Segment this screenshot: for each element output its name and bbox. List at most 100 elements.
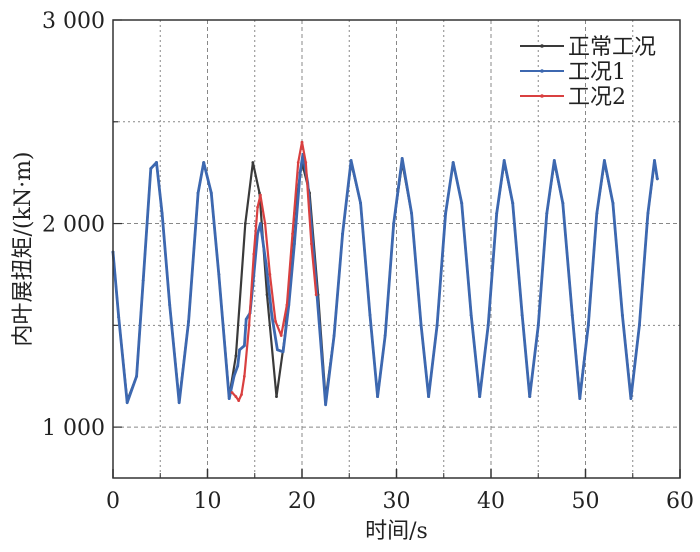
- data-point: [202, 161, 206, 164]
- data-point: [141, 279, 145, 282]
- data-point: [314, 293, 318, 297]
- data-point: [270, 313, 274, 317]
- data-point: [256, 232, 259, 236]
- data-point: [168, 303, 172, 307]
- legend-label: 工况2: [568, 85, 626, 110]
- y-tick-label: 1 000: [42, 416, 105, 441]
- data-point: [341, 232, 345, 236]
- data-point: [160, 211, 164, 215]
- legend-marker: [540, 69, 544, 73]
- data-point: [276, 348, 279, 352]
- legend-label: 正常工况: [568, 35, 656, 60]
- data-point: [264, 262, 268, 266]
- data-point: [265, 293, 269, 297]
- data-point: [349, 159, 353, 162]
- data-point: [578, 397, 582, 401]
- data-point: [237, 399, 241, 403]
- data-point: [279, 334, 283, 337]
- data-point: [243, 222, 247, 225]
- data-point: [281, 350, 285, 354]
- x-tick-label: 30: [383, 489, 411, 514]
- data-point: [252, 252, 256, 256]
- data-point: [149, 167, 153, 170]
- data-point: [620, 313, 624, 317]
- data-point: [244, 317, 248, 321]
- data-point: [332, 334, 336, 337]
- data-point: [251, 161, 255, 164]
- data-point: [247, 323, 251, 327]
- data-point: [298, 171, 302, 175]
- data-point: [296, 161, 300, 164]
- x-axis-title: 时间/s: [365, 519, 428, 544]
- data-point: [304, 161, 308, 164]
- data-point: [376, 395, 379, 398]
- data-point: [177, 401, 181, 405]
- y-axis-title: 内叶展扭矩/(kN·m): [11, 151, 36, 346]
- data-point: [570, 313, 574, 317]
- data-point: [469, 313, 473, 317]
- data-point: [232, 374, 236, 378]
- data-point: [392, 222, 396, 225]
- x-tick-label: 20: [288, 489, 316, 514]
- data-point: [242, 374, 246, 378]
- y-tick-label: 2 000: [42, 213, 105, 238]
- y-axis: 1 000 2 000 3 000: [42, 9, 122, 441]
- x-tick-label: 0: [106, 489, 120, 514]
- legend-marker: [540, 94, 544, 98]
- data-point: [502, 159, 506, 162]
- data-point: [603, 159, 606, 162]
- data-point: [274, 319, 277, 323]
- data-point: [545, 211, 549, 215]
- data-point: [368, 313, 372, 317]
- data-point: [359, 201, 362, 205]
- data-point: [486, 323, 490, 327]
- x-tick-label: 50: [572, 489, 600, 514]
- data-point: [240, 393, 243, 396]
- data-point: [451, 161, 455, 164]
- data-point: [230, 391, 234, 394]
- legend-marker: [540, 44, 544, 48]
- data-point: [653, 159, 656, 162]
- data-point: [637, 323, 641, 327]
- data-point: [125, 401, 129, 405]
- data-point: [460, 201, 464, 205]
- data-point: [293, 242, 296, 246]
- data-point: [324, 403, 328, 407]
- grid: [113, 20, 680, 478]
- data-point: [435, 323, 439, 327]
- series-line: [231, 141, 318, 402]
- data-point: [520, 313, 524, 317]
- series-group: [111, 140, 659, 407]
- data-point: [611, 201, 615, 205]
- data-point: [552, 159, 556, 162]
- data-point: [595, 211, 599, 215]
- data-point: [259, 193, 262, 197]
- data-point: [528, 395, 532, 398]
- data-point: [236, 364, 240, 368]
- data-point: [291, 232, 294, 236]
- data-point: [187, 319, 191, 323]
- data-point: [300, 140, 304, 144]
- data-point: [310, 242, 313, 246]
- data-point: [419, 323, 423, 327]
- data-point: [427, 395, 431, 398]
- x-tick-label: 60: [666, 489, 694, 514]
- data-point: [209, 191, 213, 195]
- data-point: [400, 157, 404, 160]
- data-point: [268, 273, 272, 276]
- data-point: [561, 201, 565, 205]
- x-tick-label: 40: [477, 489, 505, 514]
- series-line: [111, 152, 659, 407]
- data-point: [655, 177, 659, 181]
- data-point: [536, 323, 540, 327]
- data-point: [256, 205, 259, 209]
- data-point: [478, 395, 482, 398]
- data-point: [444, 211, 448, 215]
- data-point: [410, 211, 414, 215]
- data-point: [135, 374, 139, 378]
- data-point: [117, 315, 121, 319]
- data-point: [511, 201, 515, 205]
- data-point: [629, 397, 633, 401]
